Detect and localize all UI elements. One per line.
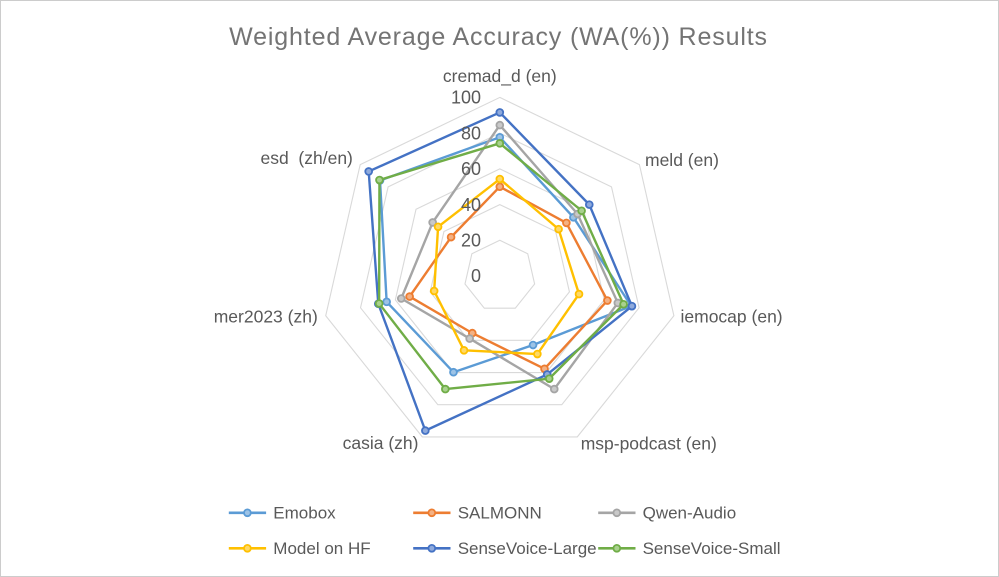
svg-text:0: 0 (471, 266, 481, 286)
svg-text:Emobox: Emobox (273, 504, 336, 523)
svg-text:SALMONN: SALMONN (458, 504, 542, 523)
svg-text:SenseVoice-Small: SenseVoice-Small (643, 539, 781, 558)
svg-text:iemocap (en): iemocap (en) (681, 307, 783, 327)
svg-text:Model on HF: Model on HF (273, 539, 370, 558)
svg-text:60: 60 (461, 159, 481, 179)
svg-text:80: 80 (461, 123, 481, 143)
svg-text:msp-podcast (en): msp-podcast (en) (581, 434, 717, 454)
svg-text:40: 40 (461, 195, 481, 215)
svg-text:SenseVoice-Large: SenseVoice-Large (458, 539, 597, 558)
svg-text:esd (zh/en): esd (zh/en) (260, 148, 352, 168)
svg-text:Weighted Average Accuracy (WA(: Weighted Average Accuracy (WA(%)) Result… (229, 23, 768, 51)
svg-text:20: 20 (461, 231, 481, 251)
svg-text:100: 100 (451, 88, 481, 108)
svg-text:meld (en): meld (en) (645, 150, 719, 170)
svg-text:mer2023 (zh): mer2023 (zh) (214, 307, 318, 327)
svg-text:casia (zh): casia (zh) (343, 433, 419, 453)
svg-text:Qwen-Audio: Qwen-Audio (643, 504, 737, 523)
svg-text:cremad_d (en): cremad_d (en) (443, 66, 557, 87)
